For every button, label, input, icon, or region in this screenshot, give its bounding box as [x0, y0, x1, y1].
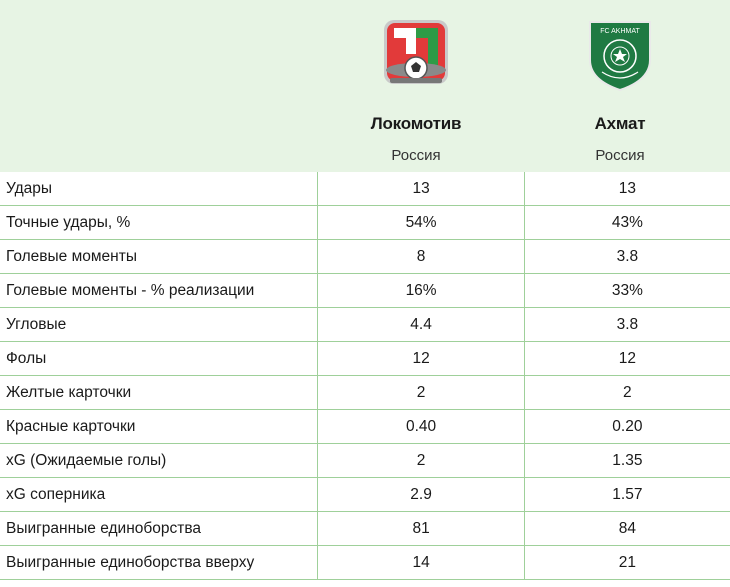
stat-label: Выигранные единоборства вверху [0, 545, 318, 580]
table-row: Выигранные единоборства вверху 14 21 [0, 545, 730, 580]
akhmat-value: 3.8 [523, 307, 730, 342]
akhmat-value: 13 [523, 172, 730, 206]
stat-label: Красные карточки [0, 409, 318, 444]
akhmat-logo-text: FC AKHMAT [600, 28, 640, 35]
stat-label: Фолы [0, 341, 318, 376]
table-row: Фолы 12 12 [0, 341, 730, 376]
table-row: Выигранные единоборства 81 84 [0, 511, 730, 546]
lokomotiv-value: 8 [317, 239, 525, 274]
akhmat-value: 43% [523, 205, 730, 240]
lokomotiv-value: 13 [317, 172, 525, 206]
akhmat-value: 1.57 [523, 477, 730, 512]
stat-label: Голевые моменты - % реализации [0, 273, 318, 308]
table-row: Голевые моменты 8 3.8 [0, 239, 730, 274]
lokomotiv-value: 2 [317, 443, 525, 478]
table-row: xG соперника 2.9 1.57 [0, 477, 730, 512]
team-country: Россия [595, 147, 645, 164]
stat-label: xG (Ожидаемые голы) [0, 443, 318, 478]
akhmat-value: 84 [523, 511, 730, 546]
akhmat-value: 2 [523, 375, 730, 410]
team-name: Ахмат [594, 114, 646, 133]
lokomotiv-value: 2 [317, 375, 525, 410]
table-row: Красные карточки 0.40 0.20 [0, 409, 730, 444]
team-country: Россия [391, 147, 441, 164]
stats-table: Удары 13 13 Точные удары, % 54% 43% Голевые мо… [0, 172, 730, 580]
stat-label: Точные удары, % [0, 205, 318, 240]
table-row: xG (Ожидаемые голы) 2 1.35 [0, 443, 730, 478]
akhmat-value: 0.20 [523, 409, 730, 444]
akhmat-value: 33% [523, 273, 730, 308]
akhmat-value: 3.8 [523, 239, 730, 274]
table-row: Голевые моменты - % реализации 16% 33% [0, 273, 730, 308]
stat-label: Угловые [0, 307, 318, 342]
lokomotiv-logo-icon [384, 20, 448, 84]
lokomotiv-value: 4.4 [317, 307, 525, 342]
team-name: Локомотив [370, 114, 462, 133]
stat-label: Голевые моменты [0, 239, 318, 274]
table-row: Точные удары, % 54% 43% [0, 205, 730, 240]
table-row: Угловые 4.4 3.8 [0, 307, 730, 342]
lokomotiv-value: 2.9 [317, 477, 525, 512]
stat-label: Выигранные единоборства [0, 511, 318, 546]
lokomotiv-value: 12 [317, 341, 525, 376]
lokomotiv-value: 14 [317, 545, 525, 580]
team-column-akhmat: FC AKHMAT Ахмат Россия [520, 0, 720, 172]
teams-header: Локомотив Россия FC AKHMAT Ахмат Россия [0, 0, 730, 172]
lokomotiv-value: 0.40 [317, 409, 525, 444]
lokomotiv-value: 81 [317, 511, 525, 546]
stat-label: Желтые карточки [0, 375, 318, 410]
akhmat-value: 21 [523, 545, 730, 580]
stat-label: xG соперника [0, 477, 318, 512]
table-row: Желтые карточки 2 2 [0, 375, 730, 410]
akhmat-logo-icon: FC AKHMAT [589, 21, 651, 92]
stat-label: Удары [0, 172, 318, 206]
table-row: Удары 13 13 [0, 172, 730, 206]
team-column-lokomotiv: Локомотив Россия [316, 0, 516, 172]
akhmat-value: 1.35 [523, 443, 730, 478]
lokomotiv-value: 16% [317, 273, 525, 308]
lokomotiv-value: 54% [317, 205, 525, 240]
akhmat-value: 12 [523, 341, 730, 376]
